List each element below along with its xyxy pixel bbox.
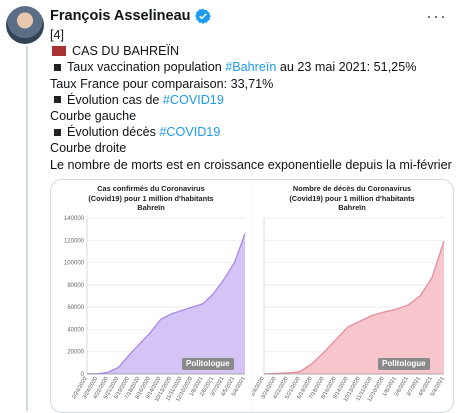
y-tick-label: 100000 [64,261,85,267]
hashtag-link[interactable]: #COVID19 [159,125,221,140]
chart-title: Nombre de décès du Coronavirus (Covid19)… [289,184,415,212]
bullet-square-icon [54,96,61,104]
watermark-logo: Politologue [378,358,430,370]
y-tick-label: 80000 [67,283,84,289]
chart-title: Cas confirmés du Coronavirus (Covid19) p… [88,184,214,212]
y-tick-label: 0 [81,372,85,378]
watermark-logo: Politologue [182,358,234,370]
cases-chart-panel[interactable]: Cas confirmés du Coronavirus (Covid19) p… [51,180,251,412]
y-tick-label: 120000 [64,238,85,244]
avatar[interactable] [6,6,44,44]
text-line: Taux France pour comparaison: 33,71% [50,76,274,91]
bullet-square-icon [54,128,61,136]
text-line: [4] [50,28,65,42]
author-name[interactable]: François Asselineau [50,8,191,24]
verified-badge-icon [194,8,211,24]
text-line: Évolution décès #COVID19 [50,124,450,140]
y-tick-label: 40000 [67,327,84,333]
text-line: CAS DU BAHREÏN [50,43,450,59]
hashtag-link[interactable]: #Bahreïn [225,60,277,75]
hashtag-link[interactable]: #COVID19 [162,92,224,107]
series-area [87,233,245,374]
y-tick-label: 140000 [64,216,85,222]
series-line [86,233,246,375]
tweet-header: François Asselineau ··· [50,6,457,26]
more-options-icon[interactable]: ··· [426,6,447,26]
text-line: Évolution cas de #COVID19 [50,92,450,108]
flag-icon [52,46,66,57]
media-card[interactable]: Cas confirmés du Coronavirus (Covid19) p… [50,179,454,413]
y-tick-label: 20000 [67,350,84,356]
bullet-square-icon [54,64,61,72]
thread-line [26,46,28,411]
text-line: Courbe gauche [50,109,137,124]
text-line: Courbe droite [50,141,127,156]
cases-chart: 1400001200001000008000060000400002000002… [64,216,247,403]
series-line [263,240,445,375]
y-tick-label: 60000 [67,305,84,311]
series-area [264,240,444,374]
deaths-chart: 2/4/20203/24/20204/22/20205/21/20206/19/… [252,217,446,403]
tweet-text: [4] CAS DU BAHREÏN Taux vaccination popu… [50,27,452,173]
text-line: Taux vaccination population #Bahreïn au … [50,59,450,75]
deaths-chart-panel[interactable]: Nombre de décès du Coronavirus (Covid19)… [252,180,452,412]
text-line: Le nombre de morts est en croissance exp… [50,157,452,172]
